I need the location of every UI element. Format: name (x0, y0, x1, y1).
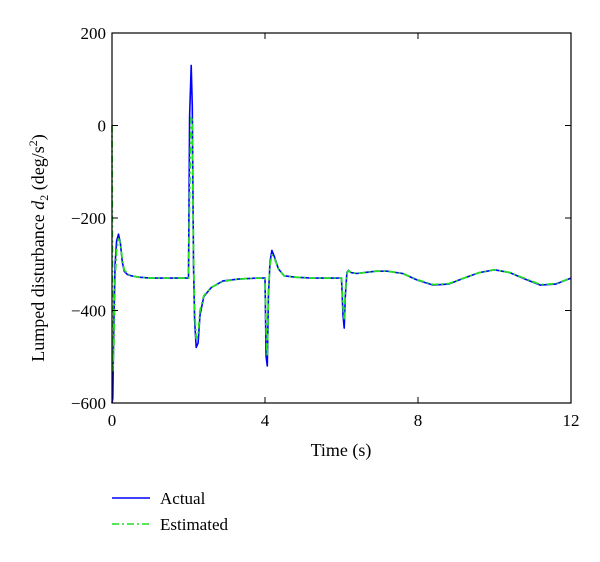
legend-label-estimated: Estimated (160, 515, 228, 534)
x-tick-label: 8 (414, 411, 423, 430)
y-axis-title-unit: (deg/s (28, 146, 49, 195)
y-axis-title-prefix: Lumped disturbance (28, 210, 48, 362)
y-tick-label: −600 (71, 394, 106, 413)
y-axis-title-subscript: 2 (37, 195, 51, 201)
y-axis-title: Lumped disturbance d2 (deg/s2) (26, 134, 51, 361)
y-tick-label: −400 (71, 302, 106, 321)
series-line-estimated (111, 115, 572, 372)
x-axis-title: Time (s) (311, 440, 372, 461)
y-tick-label: 0 (98, 117, 107, 136)
x-tick-label: 0 (108, 411, 117, 430)
plot-lines (111, 64, 572, 404)
y-tick-label: −200 (71, 209, 106, 228)
plot-frame (111, 32, 572, 404)
x-tick-label: 4 (261, 411, 270, 430)
legend-label-actual: Actual (160, 489, 206, 508)
axis-ticks (111, 32, 572, 404)
y-axis-title-variable: d (28, 200, 48, 210)
y-axis-title-unit-superscript: 2 (26, 140, 40, 146)
y-tick-label: 200 (81, 24, 107, 43)
x-tick-label: 12 (563, 411, 580, 430)
axis-tick-labels: 0 4 8 12 200 0 −200 −400 −600 (71, 24, 580, 430)
series-line-actual (111, 64, 572, 404)
legend: Actual Estimated (112, 489, 228, 534)
y-axis-title-unit-close: ) (28, 134, 49, 140)
